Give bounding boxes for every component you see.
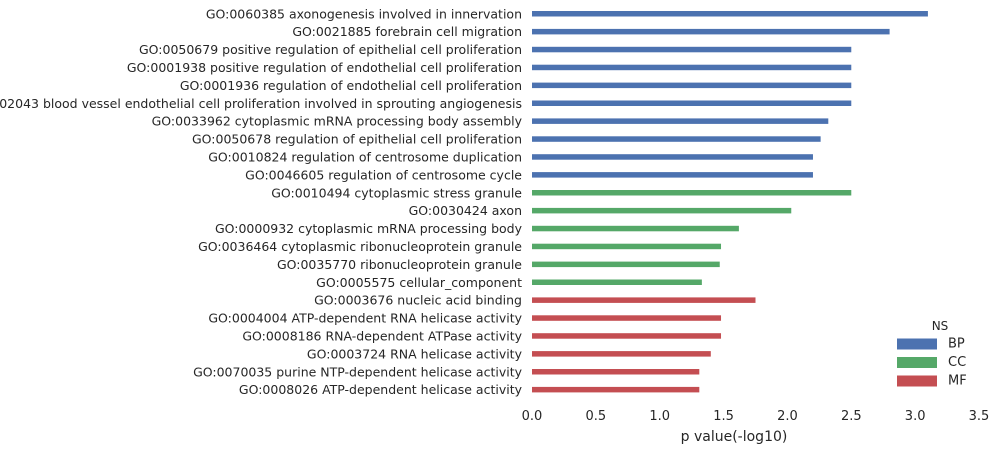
x-tick-label: 0.5 (586, 409, 607, 424)
category-label: GO:0005575 cellular_component (316, 275, 522, 290)
bar (532, 118, 829, 124)
category-label: GO:0050678 regulation of epithelial cell… (192, 132, 522, 147)
category-labels: GO:0060385 axonogenesis involved in inne… (0, 6, 523, 397)
bar (532, 82, 852, 89)
category-label: GO:0036464 cytoplasmic ribonucleoprotein… (198, 239, 522, 254)
bar (532, 279, 702, 285)
bar (532, 172, 813, 178)
x-tick-label: 0.0 (522, 409, 543, 424)
category-label: GO:0046605 regulation of centrosome cycl… (245, 167, 522, 182)
category-label: GO:0001936 regulation of endothelial cel… (180, 78, 522, 93)
category-label: GO:0070035 purine NTP-dependent helicase… (193, 364, 523, 379)
bar (532, 207, 792, 214)
category-label: GO:0010824 regulation of centrosome dupl… (208, 149, 522, 164)
category-label: GO:0004004 ATP-dependent RNA helicase ac… (208, 311, 522, 326)
x-tick-label: 3.0 (905, 409, 926, 424)
bar (532, 261, 720, 268)
category-label: GO:0021885 forebrain cell migration (292, 24, 522, 39)
bar (532, 136, 821, 142)
x-tick-label: 1.0 (649, 409, 670, 424)
bar (532, 297, 756, 303)
legend-title: NS (932, 319, 949, 333)
legend-label: MF (948, 374, 967, 389)
legend-label: CC (948, 355, 966, 370)
bar (532, 333, 722, 339)
category-label: GO:0008026 ATP-dependent helicase activi… (239, 382, 523, 397)
x-tick-label: 3.5 (969, 409, 990, 424)
category-label: GO:0002043 blood vessel endothelial cell… (0, 96, 522, 111)
category-label: GO:0001938 positive regulation of endoth… (127, 60, 522, 75)
x-axis-ticks: 0.0 0.5 1.0 1.5 2.0 2.5 3.0 3.5 (522, 409, 990, 424)
legend-swatch (897, 375, 937, 387)
bar (532, 225, 739, 232)
bar (532, 28, 890, 35)
bar (532, 386, 700, 393)
bar (532, 64, 852, 71)
legend-label: BP (948, 337, 965, 352)
x-tick-label: 2.0 (777, 409, 798, 424)
legend: NS BP CC MF (897, 319, 967, 389)
bar (532, 243, 722, 250)
bars (532, 11, 928, 393)
legend-swatch (897, 338, 937, 350)
bar (532, 190, 852, 196)
bar (532, 351, 711, 357)
category-label: GO:0050679 positive regulation of epithe… (139, 42, 522, 57)
category-label: GO:0003676 nucleic acid binding (314, 293, 522, 308)
legend-swatch (897, 357, 937, 368)
x-tick-label: 1.5 (713, 409, 734, 424)
category-label: GO:0008186 RNA-dependent ATPase activity (242, 328, 522, 343)
bar (532, 315, 722, 321)
category-label: GO:0060385 axonogenesis involved in inne… (206, 6, 522, 21)
category-label: GO:0033962 cytoplasmic mRNA processing b… (152, 114, 523, 129)
x-tick-label: 2.5 (841, 409, 862, 424)
bar (532, 46, 852, 53)
category-label: GO:0003724 RNA helicase activity (307, 346, 523, 361)
category-label: GO:0000932 cytoplasmic mRNA processing b… (215, 221, 523, 236)
bar (532, 369, 700, 375)
category-label: GO:0010494 cytoplasmic stress granule (271, 185, 522, 200)
bar (532, 154, 813, 160)
bar (532, 100, 852, 106)
bar (532, 11, 928, 17)
legend-items: BP CC MF (897, 337, 967, 389)
x-axis-title: p value(-log10) (681, 429, 788, 445)
category-label: GO:0035770 ribonucleoprotein granule (277, 257, 522, 272)
category-label: GO:0030424 axon (409, 203, 522, 218)
